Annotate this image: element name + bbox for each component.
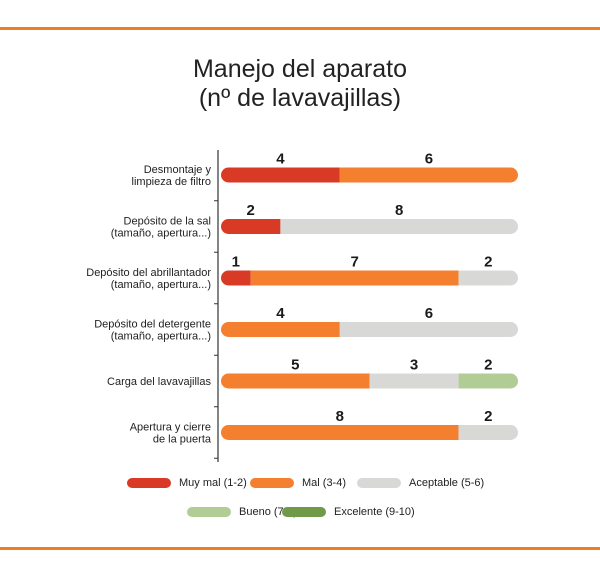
data-label: 5 <box>291 357 299 374</box>
bar-row <box>221 167 518 183</box>
legend-label: Excelente (9-10) <box>334 506 415 518</box>
category-label: Depósito del detergente <box>94 319 211 331</box>
bar-segment <box>250 270 459 286</box>
bar-segment <box>339 167 518 183</box>
chart-title-line-2: (nº de lavavajillas) <box>198 84 402 112</box>
data-label: 2 <box>484 254 492 271</box>
category-label: (tamaño, apertura...) <box>111 331 211 343</box>
bar-segment <box>221 219 281 234</box>
data-label: 4 <box>276 151 285 168</box>
data-label: 8 <box>395 202 403 219</box>
data-label: 6 <box>425 305 433 322</box>
legend-item: Muy mal (1-2) <box>127 475 247 491</box>
category-label: Carga del lavavajillas <box>107 376 211 388</box>
bar-segment <box>458 373 518 389</box>
bar-segment <box>369 373 459 389</box>
category-label: Depósito del abrillantador <box>86 267 211 279</box>
bar-segment <box>458 270 518 286</box>
legend-label: Aceptable (5-6) <box>409 477 485 489</box>
bar-row <box>221 219 518 234</box>
bar-segment <box>339 322 518 337</box>
legend-item: Aceptable (5-6) <box>357 475 484 491</box>
bottom-rule <box>0 547 600 550</box>
data-label: 7 <box>350 254 358 271</box>
data-label: 8 <box>336 408 344 425</box>
bar-segment <box>221 167 340 183</box>
legend-item: Excelente (9-10) <box>282 504 415 520</box>
chart-title: Manejo del aparato (nº de lavavajillas) <box>0 55 600 113</box>
bar-segment <box>221 425 459 440</box>
legend-swatch <box>187 507 231 517</box>
category-label: (tamaño, apertura...) <box>111 279 211 291</box>
legend-item: Bueno (7-8) <box>187 504 297 520</box>
legend-swatch <box>357 478 401 488</box>
category-label: Desmontaje y <box>144 164 212 176</box>
legend-swatch <box>250 478 294 488</box>
top-rule <box>0 27 600 30</box>
data-label: 2 <box>247 202 255 219</box>
category-label: de la puerta <box>153 434 212 446</box>
category-label: (tamaño, apertura...) <box>111 228 211 240</box>
category-label: Depósito de la sal <box>124 216 211 228</box>
bar-row <box>221 373 518 389</box>
data-label: 1 <box>232 254 240 271</box>
legend-label: Mal (3-4) <box>302 477 347 489</box>
chart-title-line-1: Manejo del aparato <box>192 55 408 83</box>
legend-swatch <box>127 478 171 488</box>
category-label: Apertura y cierre <box>130 422 211 434</box>
data-label: 2 <box>484 357 492 374</box>
legend-item: Mal (3-4) <box>250 475 346 491</box>
data-label: 3 <box>410 357 418 374</box>
legend-label: Muy mal (1-2) <box>179 477 247 489</box>
legend-swatch <box>282 507 326 517</box>
bar-segment <box>280 219 518 234</box>
bar-segment <box>221 373 370 389</box>
category-label: limpieza de filtro <box>132 176 211 188</box>
data-label: 4 <box>276 305 285 322</box>
bar-row <box>221 270 518 286</box>
data-label: 6 <box>425 151 433 168</box>
bar-row <box>221 425 518 440</box>
bar-segment <box>221 322 340 337</box>
bar-row <box>221 322 518 337</box>
bar-segment <box>458 425 518 440</box>
bar-segment <box>221 270 251 286</box>
data-label: 2 <box>484 408 492 425</box>
